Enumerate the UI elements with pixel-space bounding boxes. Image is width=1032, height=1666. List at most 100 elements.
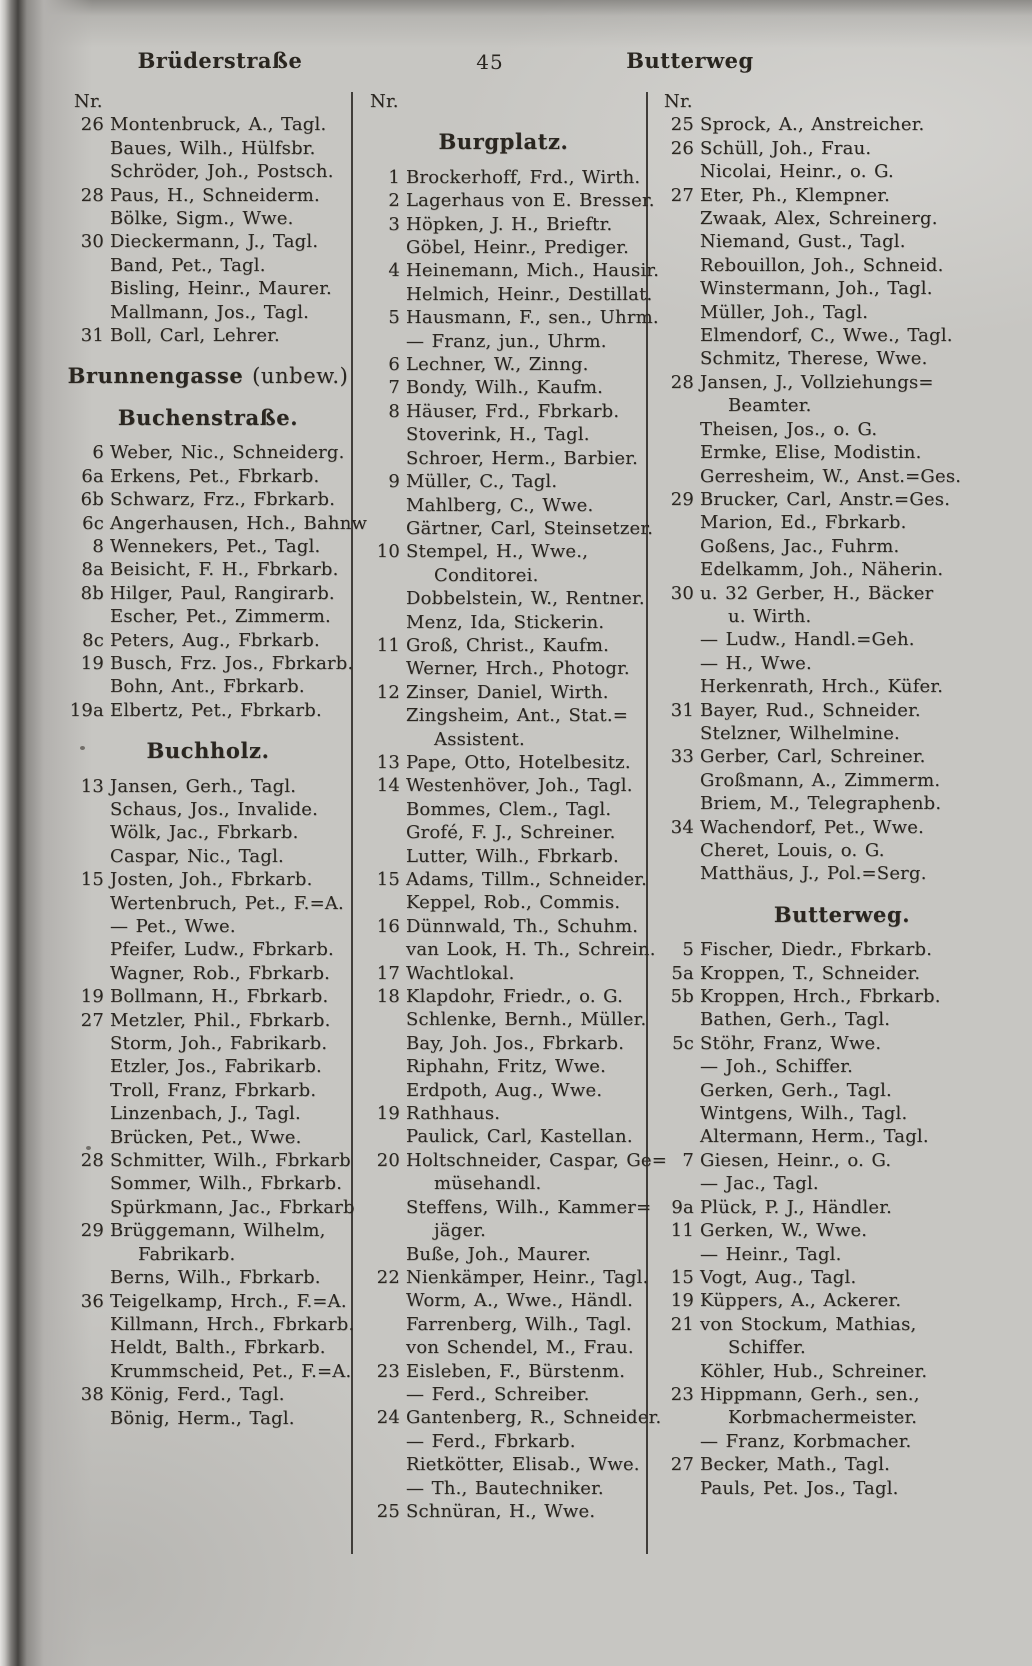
house-number	[362, 1477, 406, 1500]
directory-entry-continuation: Fabrikarb.	[66, 1243, 350, 1266]
directory-entry-continuation: Pauls, Pet. Jos., Tagl.	[656, 1477, 1028, 1500]
house-number: 20	[376, 1149, 400, 1171]
house-number: 6b	[80, 489, 104, 511]
house-number	[66, 1196, 110, 1219]
resident-info: Winstermann, Joh., Tagl.	[700, 278, 933, 300]
house-number	[362, 1172, 406, 1195]
directory-entry-continuation: Killmann, Hrch., Fbrkarb.	[66, 1313, 354, 1336]
page-number: 45	[476, 50, 504, 74]
directory-entry: 9a Plück, P. J., Händler.	[656, 1196, 1028, 1219]
directory-entry: 22 Nienkämper, Heinr., Tagl.	[362, 1266, 649, 1289]
house-number	[66, 137, 110, 160]
directory-entry: 3 Höpken, J. H., Brieftr.	[362, 213, 645, 236]
house-number	[66, 675, 110, 698]
house-number: 8	[92, 535, 104, 557]
house-number	[66, 254, 110, 277]
resident-info: Klapdohr, Friedr., o. G.	[406, 986, 624, 1008]
directory-entry: 18 Klapdohr, Friedr., o. G.	[362, 985, 645, 1008]
street-heading: Butterweg.	[656, 903, 1028, 927]
resident-info: Beamter.	[728, 395, 812, 417]
street-heading-name: Buchenstraße.	[117, 404, 299, 430]
directory-entry: 5b Kroppen, Hrch., Fbrkarb.	[656, 985, 1028, 1008]
house-number: 13	[80, 775, 104, 797]
house-number	[66, 1055, 110, 1078]
house-number: 9a	[671, 1196, 694, 1218]
house-number	[362, 1336, 406, 1359]
house-number	[66, 798, 110, 821]
resident-info: Fabrikarb.	[138, 1243, 236, 1265]
resident-info: Busch, Frz. Jos., Fbrkarb.	[110, 652, 354, 674]
resident-info: Bathen, Gerh., Tagl.	[700, 1009, 891, 1031]
directory-entry-continuation: Heldt, Balth., Fbrkarb.	[66, 1336, 350, 1359]
directory-entry-continuation: Edelkamm, Joh., Näherin.	[656, 558, 1028, 581]
directory-entry: 8 Wennekers, Pet., Tagl.	[66, 535, 350, 558]
house-number	[656, 792, 700, 815]
resident-info: Westenhöver, Joh., Tagl.	[406, 775, 633, 797]
directory-entry-continuation: Schlenke, Bernh., Müller.	[362, 1008, 646, 1031]
house-number: 5b	[670, 986, 694, 1008]
house-number	[656, 418, 700, 441]
directory-entry-continuation: Mallmann, Jos., Tagl.	[66, 301, 350, 324]
resident-info: Kroppen, Hrch., Fbrkarb.	[700, 986, 941, 1008]
directory-entry-continuation: Spürkmann, Jac., Fbrkarb	[66, 1196, 355, 1219]
house-number	[66, 1336, 110, 1359]
directory-entry-continuation: — Ferd., Fbrkarb.	[362, 1430, 645, 1453]
directory-entry: 8c Peters, Aug., Fbrkarb.	[66, 629, 350, 652]
directory-entry-continuation: Worm, A., Wwe., Händl.	[362, 1289, 645, 1312]
house-number	[656, 652, 700, 675]
resident-info: Riphahn, Fritz, Wwe.	[406, 1056, 607, 1078]
directory-entry-continuation: Grofé, F. J., Schreiner.	[362, 821, 645, 844]
directory-entry-continuation: Wintgens, Wilh., Tagl.	[656, 1102, 1028, 1125]
directory-entry-continuation: Korbmachermeister.	[656, 1406, 1028, 1429]
house-number	[656, 301, 700, 324]
directory-entry-continuation: Marion, Ed., Fbrkarb.	[656, 511, 1028, 534]
house-number	[656, 230, 700, 253]
nr-column-label: Nr.	[74, 91, 103, 112]
house-number	[362, 423, 406, 446]
resident-info: Spürkmann, Jac., Fbrkarb	[110, 1196, 355, 1218]
directory-entry-continuation: — H., Wwe.	[656, 652, 1028, 675]
house-number	[656, 558, 700, 581]
resident-info: Gerber, Carl, Schreiner.	[700, 746, 926, 768]
house-number	[656, 1477, 700, 1500]
house-number	[656, 160, 700, 183]
resident-info: Gerken, Gerh., Tagl.	[700, 1079, 892, 1101]
street-heading-name: Buchholz.	[146, 738, 270, 764]
resident-info: Jansen, J., Vollziehungs=	[700, 371, 934, 393]
directory-entry-continuation: Bay, Joh. Jos., Fbrkarb.	[362, 1032, 645, 1055]
directory-entry-continuation: Sommer, Wilh., Fbrkarb.	[66, 1172, 350, 1195]
directory-entry-continuation: Baues, Wilh., Hülfsbr.	[66, 137, 350, 160]
house-number	[362, 494, 406, 517]
directory-entry: 25 Schnüran, H., Wwe.	[362, 1500, 645, 1523]
resident-info: Heldt, Balth., Fbrkarb.	[110, 1337, 326, 1359]
resident-info: Matthäus, J., Pol.=Serg.	[700, 863, 927, 885]
resident-info: Berns, Wilh., Fbrkarb.	[110, 1267, 321, 1289]
resident-info: Stelzner, Wilhelmine.	[700, 722, 900, 744]
running-header-left-street: Brüderstraße	[137, 48, 303, 73]
resident-info: Bayer, Rud., Schneider.	[700, 699, 921, 721]
resident-info: Eter, Ph., Klempner.	[700, 184, 891, 206]
house-number	[656, 1055, 700, 1078]
house-number: 34	[670, 816, 694, 838]
directory-entry-continuation: Caspar, Nic., Tagl.	[66, 845, 350, 868]
resident-info: Rebouillon, Joh., Schneid.	[700, 254, 944, 276]
directory-entry-continuation: Winstermann, Joh., Tagl.	[656, 277, 1028, 300]
directory-entry-continuation: — Pet., Wwe.	[66, 915, 350, 938]
street-heading-note: (unbew.)	[243, 364, 349, 389]
directory-entry: 16 Dünnwald, Th., Schuhm.	[362, 915, 645, 938]
house-number: 19	[670, 1290, 694, 1312]
house-number: 19	[376, 1103, 400, 1125]
directory-entry-continuation: Müller, Joh., Tagl.	[656, 301, 1028, 324]
directory-entry: 19 Bollmann, H., Fbrkarb.	[66, 985, 350, 1008]
house-number: 30	[670, 582, 694, 604]
resident-info: Zinser, Daniel, Wirth.	[406, 681, 609, 703]
resident-info: Elbertz, Pet., Fbrkarb.	[110, 699, 322, 721]
resident-info: Keppel, Rob., Commis.	[406, 892, 621, 914]
street-heading: Buchholz.	[66, 739, 350, 763]
resident-info: Brucker, Carl, Anstr.=Ges.	[700, 488, 951, 510]
house-number: 8c	[82, 629, 104, 651]
resident-info: Pfeifer, Ludw., Fbrkarb.	[110, 939, 334, 961]
directory-entry-continuation: müsehandl.	[362, 1172, 645, 1195]
resident-info: Weber, Nic., Schneiderg.	[110, 442, 345, 464]
directory-entry: 7 Bondy, Wilh., Kaufm.	[362, 376, 645, 399]
